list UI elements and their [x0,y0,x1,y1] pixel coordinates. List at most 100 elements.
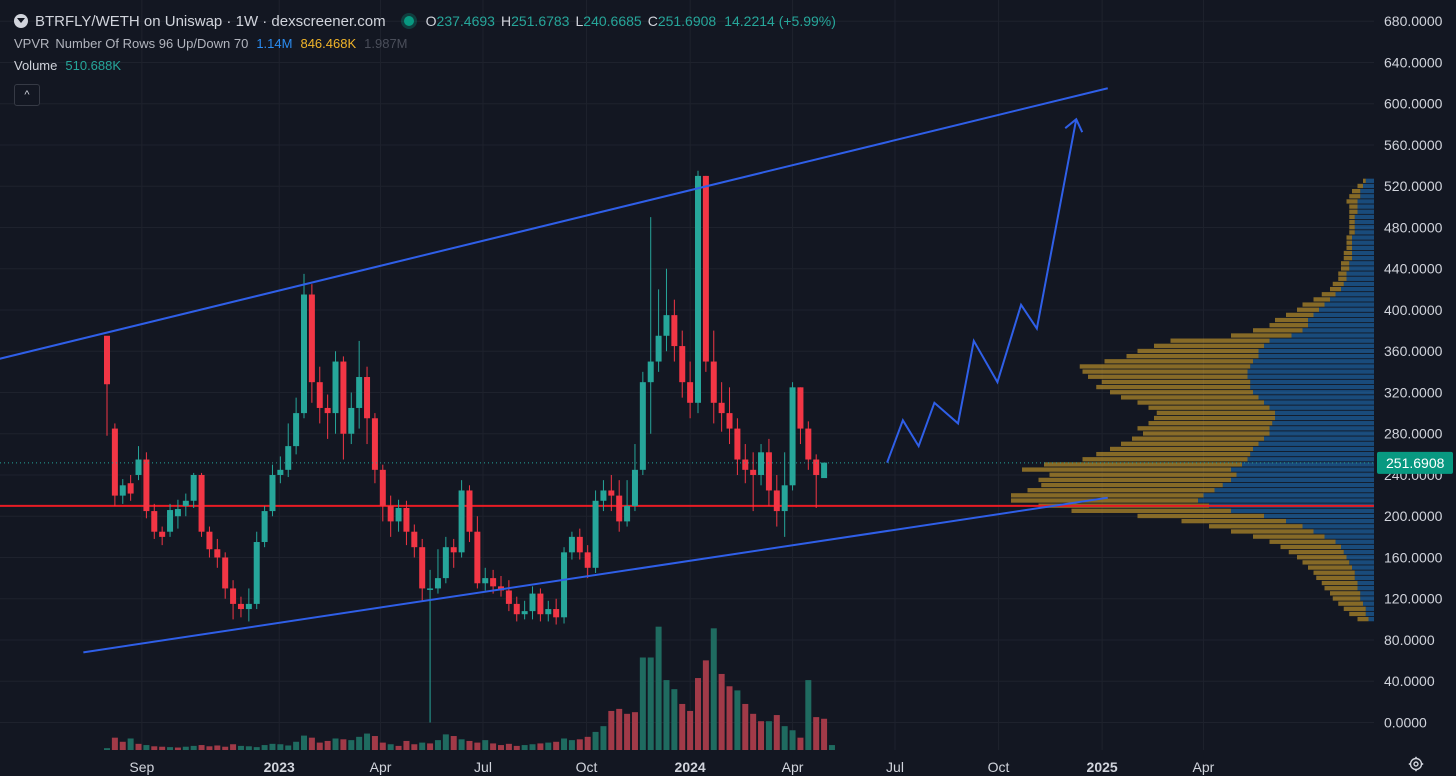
volume-profile-down-bar [1363,178,1366,183]
volume-bar [230,744,237,750]
volume-profile-up-bar [1343,549,1374,555]
candle-body [592,500,599,568]
volume-profile-down-bar [1321,580,1358,586]
volume-profile-down-bar [1253,328,1303,333]
volume-bar [316,742,323,750]
volume-profile-down-bar [1349,611,1366,617]
volume-profile-down-bar [1231,333,1292,338]
upper-channel-line [0,87,1108,360]
candle-body [119,485,126,496]
volume-profile-down-bar [1096,384,1251,390]
gear-icon[interactable] [1408,756,1424,772]
volume-profile-up-bar [1368,616,1374,622]
price-axis-label: 560.0000 [1384,137,1443,153]
volume-bar [726,686,733,750]
volume-bar [655,626,662,750]
volume-profile-up-bar [1258,395,1374,400]
volume-profile-up-bar [1354,230,1374,235]
volume-profile-down-bar [1349,194,1361,199]
candle-body [631,469,638,506]
ohlc-readout: O237.4693 H251.6783 L240.6685 C251.6908 [426,13,717,29]
volume-profile-down-bar [1041,482,1223,488]
candle-body [356,377,363,408]
price-axis-label: 440.0000 [1384,261,1443,277]
candle-body [616,495,623,522]
volume-profile-up-bar [1264,513,1374,519]
volume-profile-down-bar [1280,544,1341,550]
price-axis-label: 480.0000 [1384,219,1443,235]
candle-body [789,387,796,486]
volume-bar [332,738,339,750]
volume-profile-up-bar [1264,400,1374,405]
volume-profile-up-bar [1236,472,1374,477]
volume-profile-up-bar [1258,441,1374,446]
volume-bar [789,730,796,750]
collapse-legend-button[interactable]: ^ [14,84,40,106]
volume-bar [631,712,638,750]
volume-histogram [104,626,835,750]
volume-bar [119,741,126,750]
volume-profile-down-bar [1341,266,1350,271]
time-axis-label: 2025 [1087,759,1118,775]
volume-profile-down-bar [1104,359,1253,364]
candle-body [608,490,615,496]
volume-profile-up-bar [1352,565,1374,570]
candle-body [135,459,142,475]
candle-body [687,382,694,403]
volume-profile-down-bar [1148,405,1270,410]
volume-bar [403,740,410,750]
volume-profile-up-bar [1319,307,1374,312]
candle-body [505,590,512,604]
volume-profile-down-bar [1349,230,1355,235]
candle-body [269,474,276,512]
candle-body [600,490,607,501]
volume-profile-up-bar [1275,415,1374,421]
volume-bar [710,628,717,750]
candle-body [340,361,347,434]
volume-profile-up-bar [1324,534,1374,539]
volume-profile-down-bar [1349,204,1358,209]
volume-bar [198,745,205,750]
volume-profile-up-bar [1341,544,1374,550]
volume-profile-down-bar [1049,472,1237,477]
volume-profile-up-bar [1357,209,1374,214]
volume-profile-up-bar [1222,482,1374,488]
time-axis-label: Oct [576,759,598,775]
vpvr-down-volume: 846.468K [300,35,357,51]
price-axis-label: 520.0000 [1384,178,1443,194]
volume-bar [293,741,300,750]
vpvr-label[interactable]: VPVR [14,35,50,51]
volume-profile-down-bar [1352,188,1361,194]
price-axis-label: 120.0000 [1384,591,1443,607]
volume-profile-down-bar [1154,415,1275,421]
volume-label[interactable]: Volume [14,57,58,73]
volume-profile-down-bar [1231,529,1314,534]
vpvr-total-volume: 1.987M [364,35,408,51]
ohlc-key: H [500,13,512,29]
time-axis-label: 2024 [675,759,706,775]
volume-bar [285,745,292,750]
price-axis-label: 360.0000 [1384,343,1443,359]
volume-bar [379,742,386,750]
volume-profile-down-bar [1156,410,1275,416]
price-change: 14.2214 (+5.99%) [724,13,836,29]
volume-profile-down-bar [1137,513,1264,519]
volume-bar [371,736,378,750]
time-axis: Sep 2023 Apr Jul Oct 2024 Apr Jul Oct 2025 Apr [129,759,1214,775]
volume-profile-up-bar [1198,498,1374,503]
price-axis-label: 0.0000 [1384,715,1427,731]
volume-bar [718,673,725,750]
volume-profile-up-bar [1269,338,1374,343]
volume-profile-down-bar [1082,369,1248,374]
volume-profile-down-bar [1011,498,1198,503]
candle-body [718,402,725,414]
volume-bar [104,748,110,750]
volume-profile-up-bar [1357,580,1374,586]
candle-body [395,507,402,522]
volume-profile-up-bar [1352,256,1374,261]
volume-bar [348,740,355,750]
candle-body [427,588,434,590]
volume-profile-up-bar [1247,457,1374,462]
volume-bar [805,680,812,750]
